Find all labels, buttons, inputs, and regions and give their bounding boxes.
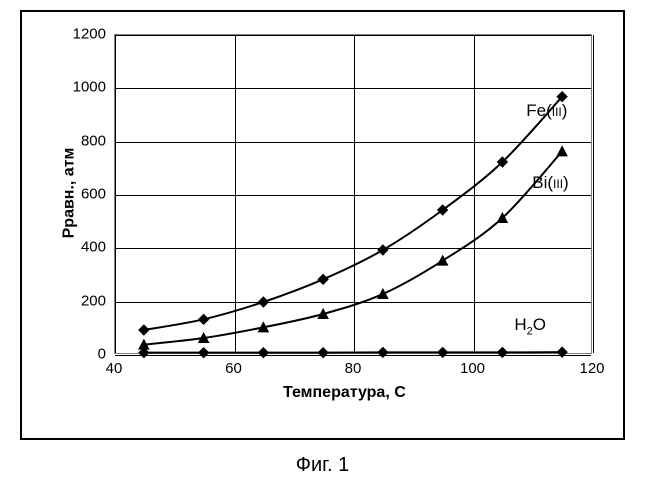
y-tick-label: 1200 (46, 26, 106, 43)
series-marker-bi (438, 256, 448, 266)
x-tick-label: 60 (214, 360, 254, 377)
series-line-fe (144, 97, 562, 330)
series-marker-h2o (258, 348, 268, 358)
y-tick-label: 1000 (46, 79, 106, 96)
page-root: 020040060080010001200406080100120Pравн.,… (0, 0, 645, 500)
y-axis-title: Pравн., атм (60, 148, 78, 239)
series-marker-fe (318, 274, 328, 284)
y-tick-label: 800 (46, 132, 106, 149)
y-tick-label: 400 (46, 239, 106, 256)
x-tick-label: 100 (453, 360, 493, 377)
series-marker-h2o (438, 347, 448, 357)
figure-caption: Фиг. 1 (20, 454, 625, 477)
series-marker-h2o (557, 347, 567, 357)
x-tick-label: 120 (572, 360, 612, 377)
series-marker-h2o (199, 348, 209, 358)
series-marker-bi (378, 289, 388, 299)
series-label-bi: Bi(III) (532, 173, 568, 193)
series-marker-bi (557, 146, 567, 156)
x-axis-title: Температура, С (283, 384, 406, 402)
series-marker-fe (378, 245, 388, 255)
series-marker-fe (199, 314, 209, 324)
chart-frame: 020040060080010001200406080100120Pравн.,… (20, 10, 625, 440)
x-tick-label: 40 (94, 360, 134, 377)
series-label-fe: Fe(III) (526, 101, 567, 121)
series-marker-h2o (378, 347, 388, 357)
series-marker-h2o (497, 347, 507, 357)
x-tick-label: 80 (333, 360, 373, 377)
series-line-bi (144, 151, 562, 344)
series-label-h2o: H2O (514, 315, 546, 337)
series-marker-fe (258, 297, 268, 307)
series-marker-h2o (318, 348, 328, 358)
y-tick-label: 200 (46, 292, 106, 309)
series-marker-fe (139, 325, 149, 335)
